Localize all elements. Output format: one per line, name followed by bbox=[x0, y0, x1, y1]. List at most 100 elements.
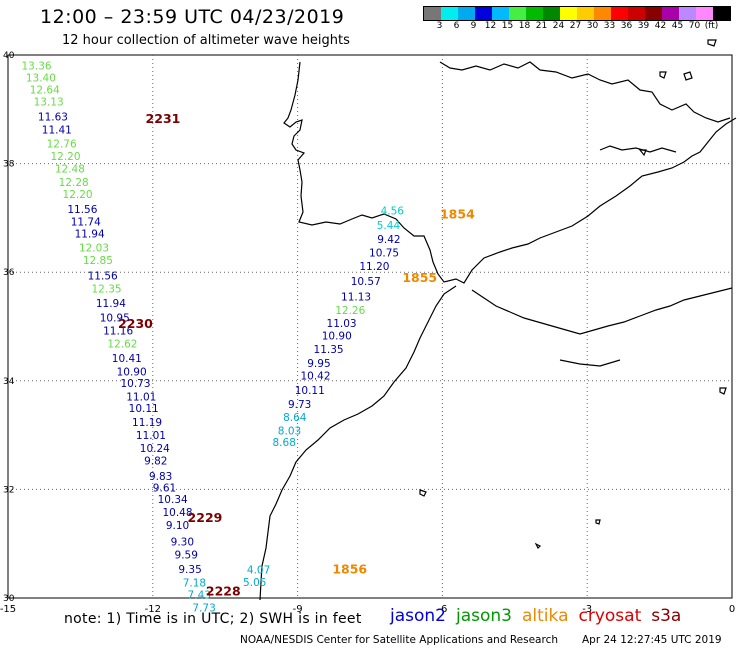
wave-height-value: 7.73 bbox=[192, 603, 215, 615]
color-swatch bbox=[492, 7, 509, 20]
color-swatch bbox=[526, 7, 543, 20]
latitude-label: 40 bbox=[3, 51, 15, 61]
wave-height-value: 10.11 bbox=[129, 403, 159, 415]
wave-height-value: 13.13 bbox=[34, 96, 64, 108]
wave-height-value: 8.03 bbox=[278, 426, 301, 438]
island-2 bbox=[595, 519, 601, 525]
wave-height-value: 9.82 bbox=[144, 455, 167, 467]
color-swatch bbox=[424, 7, 441, 20]
wave-height-value: 12.48 bbox=[55, 163, 85, 175]
wave-height-value: 10.41 bbox=[112, 353, 142, 365]
wave-height-value: 12.62 bbox=[107, 339, 137, 351]
map-subtitle: 12 hour collection of altimeter wave hei… bbox=[62, 33, 350, 48]
longitude-label: -6 bbox=[437, 604, 447, 615]
wave-height-value: 10.11 bbox=[295, 385, 325, 397]
wave-height-value: 8.64 bbox=[283, 412, 307, 424]
wave-height-value: 5.05 bbox=[243, 577, 266, 589]
wave-height-value: 11.94 bbox=[75, 228, 105, 240]
latitude-label: 34 bbox=[3, 377, 15, 387]
wave-height-value: 12.26 bbox=[335, 305, 365, 317]
wave-height-value: 13.40 bbox=[26, 73, 56, 85]
wave-height-value: 9.59 bbox=[175, 549, 198, 561]
coastline bbox=[259, 39, 737, 601]
wave-height-value: 9.10 bbox=[166, 520, 189, 532]
scale-label: 24 bbox=[552, 21, 565, 31]
scale-label: 12 bbox=[484, 21, 497, 31]
pass-time-label: 2228 bbox=[206, 583, 241, 598]
wave-height-value: 8.68 bbox=[273, 437, 296, 449]
wave-height-value: 11.56 bbox=[88, 270, 118, 282]
coast-detail-1 bbox=[599, 145, 677, 153]
pass-time-label: 2230 bbox=[118, 316, 153, 331]
scale-label: 15 bbox=[501, 21, 514, 31]
wave-height-value: 9.30 bbox=[171, 536, 194, 548]
satellite-legend-cryosat: cryosat bbox=[578, 606, 642, 626]
wave-height-value: 10.95 bbox=[100, 313, 130, 325]
scale-label: 42 bbox=[654, 21, 667, 31]
island-1 bbox=[419, 489, 427, 497]
wave-height-value: 12.85 bbox=[83, 255, 113, 267]
latitude-label: 30 bbox=[3, 594, 15, 604]
wave-height-value: 10.90 bbox=[322, 331, 352, 343]
footer-note: note: 1) Time is in UTC; 2) SWH is in fe… bbox=[64, 611, 362, 627]
pass-time-label: 1855 bbox=[402, 270, 437, 285]
wave-height-value: 11.94 bbox=[96, 298, 126, 310]
iberia-east-coast bbox=[439, 61, 731, 123]
color-swatch bbox=[611, 7, 628, 20]
scale-label: 36 bbox=[620, 21, 633, 31]
scale-label: 30 bbox=[586, 21, 599, 31]
island-6 bbox=[638, 149, 647, 157]
wave-height-value: 10.73 bbox=[120, 378, 150, 390]
pass-time-label: 2231 bbox=[146, 111, 181, 126]
scale-label: 9 bbox=[470, 21, 477, 31]
wave-height-value: 9.35 bbox=[178, 564, 201, 576]
wave-height-value: 11.56 bbox=[67, 204, 97, 216]
longitude-label: -15 bbox=[0, 604, 16, 615]
wave-height-value: 9.73 bbox=[288, 399, 311, 411]
wave-height-value: 11.35 bbox=[314, 344, 344, 356]
pass-time-label: 1854 bbox=[440, 206, 475, 221]
wave-height-value: 11.03 bbox=[327, 318, 357, 330]
island-7 bbox=[719, 387, 727, 395]
color-swatch bbox=[713, 7, 730, 20]
color-swatch bbox=[628, 7, 645, 20]
wave-height-value: 12.35 bbox=[92, 283, 122, 295]
morocco-coast bbox=[259, 285, 457, 601]
scale-label: 33 bbox=[603, 21, 616, 31]
wave-height-value: 10.75 bbox=[369, 247, 399, 259]
wave-height-value: 11.01 bbox=[136, 430, 166, 442]
footer-timestamp: Apr 24 12:27:45 UTC 2019 bbox=[582, 634, 722, 646]
wave-height-value: 9.83 bbox=[149, 471, 172, 483]
longitude-label: -12 bbox=[145, 604, 161, 615]
coast-detail-2 bbox=[559, 359, 621, 367]
island-4 bbox=[659, 71, 667, 79]
wave-height-value: 9.61 bbox=[153, 483, 176, 495]
wave-height-value: 9.42 bbox=[377, 234, 400, 246]
color-swatch bbox=[696, 7, 713, 20]
lat-lon-grid: -15 -12 -9 -6 -3 0 40 38 36 34 32 30 bbox=[0, 51, 735, 615]
satellite-legend-s3a: s3a bbox=[651, 606, 682, 626]
wave-height-value: 10.34 bbox=[158, 494, 188, 506]
color-swatch bbox=[441, 7, 458, 20]
color-swatch bbox=[543, 7, 560, 20]
iberia-west-coast bbox=[283, 61, 737, 284]
wave-height-value: 10.48 bbox=[162, 507, 192, 519]
island-5 bbox=[683, 71, 693, 81]
scale-label: 70 bbox=[688, 21, 701, 31]
scale-label: 45 bbox=[671, 21, 684, 31]
wave-height-value: 12.28 bbox=[59, 177, 89, 189]
wave-height-value: 7.43 bbox=[188, 590, 211, 602]
color-swatch bbox=[662, 7, 679, 20]
wave-height-value: 12.64 bbox=[30, 85, 60, 97]
color-swatch bbox=[560, 7, 577, 20]
pass-time-label: 1856 bbox=[332, 562, 367, 577]
color-swatch bbox=[458, 7, 475, 20]
wave-height-value: 4.07 bbox=[247, 565, 270, 577]
island-3 bbox=[534, 542, 542, 550]
longitude-label: -9 bbox=[293, 604, 303, 615]
north-africa-coast bbox=[471, 287, 733, 335]
wave-height-value: 12.20 bbox=[63, 189, 93, 201]
wave-height-value: 11.63 bbox=[38, 112, 68, 124]
scale-label: 3 bbox=[436, 21, 443, 31]
